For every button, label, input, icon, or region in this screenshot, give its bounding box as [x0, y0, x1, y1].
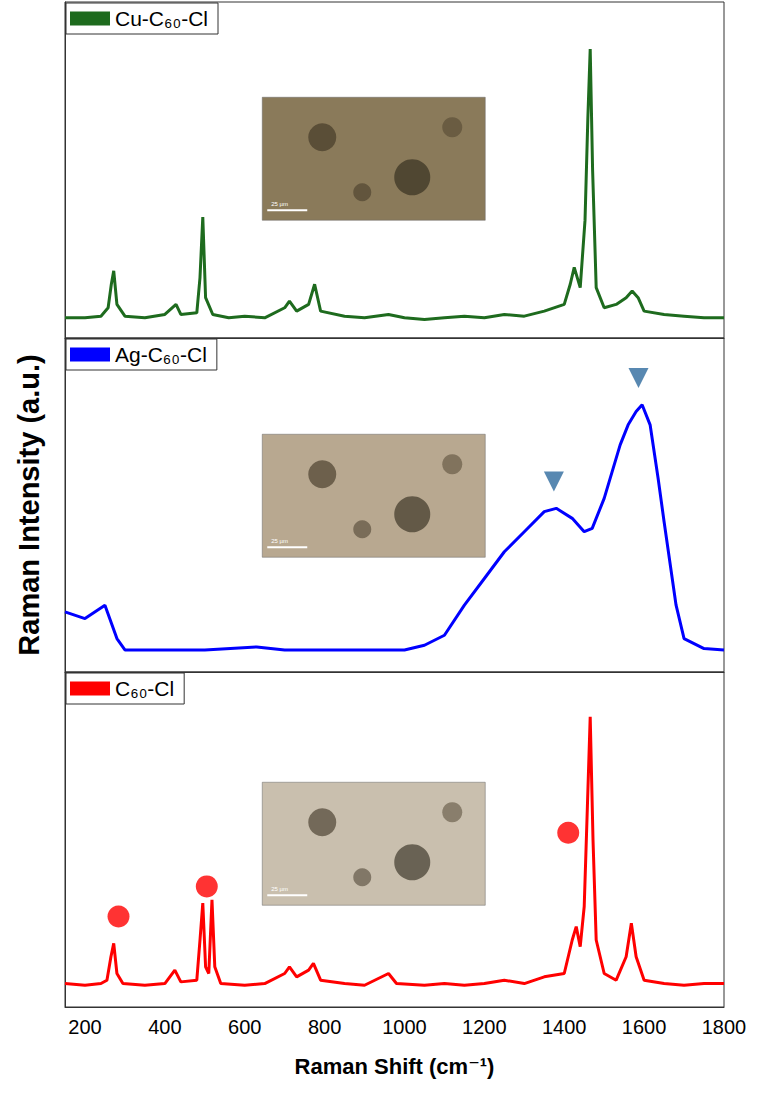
svg-text:Cu-C₆₀-Cl: Cu-C₆₀-Cl: [115, 7, 208, 30]
svg-text:Ag-C₆₀-Cl: Ag-C₆₀-Cl: [115, 343, 207, 366]
svg-text:Raman Intensity (a.u.): Raman Intensity (a.u.): [13, 354, 45, 655]
svg-text:1200: 1200: [462, 1016, 507, 1038]
svg-text:C₆₀-Cl: C₆₀-Cl: [115, 677, 174, 700]
svg-text:1600: 1600: [622, 1016, 667, 1038]
svg-text:800: 800: [308, 1016, 341, 1038]
svg-text:25 µm: 25 µm: [271, 886, 288, 892]
svg-text:1800: 1800: [702, 1016, 747, 1038]
svg-text:400: 400: [148, 1016, 181, 1038]
svg-text:200: 200: [68, 1016, 101, 1038]
svg-text:1400: 1400: [542, 1016, 587, 1038]
svg-text:25 µm: 25 µm: [271, 201, 288, 207]
svg-text:Raman Shift (cm⁻¹): Raman Shift (cm⁻¹): [295, 1054, 495, 1079]
svg-text:25 µm: 25 µm: [271, 538, 288, 544]
svg-text:600: 600: [228, 1016, 261, 1038]
svg-text:1000: 1000: [382, 1016, 427, 1038]
